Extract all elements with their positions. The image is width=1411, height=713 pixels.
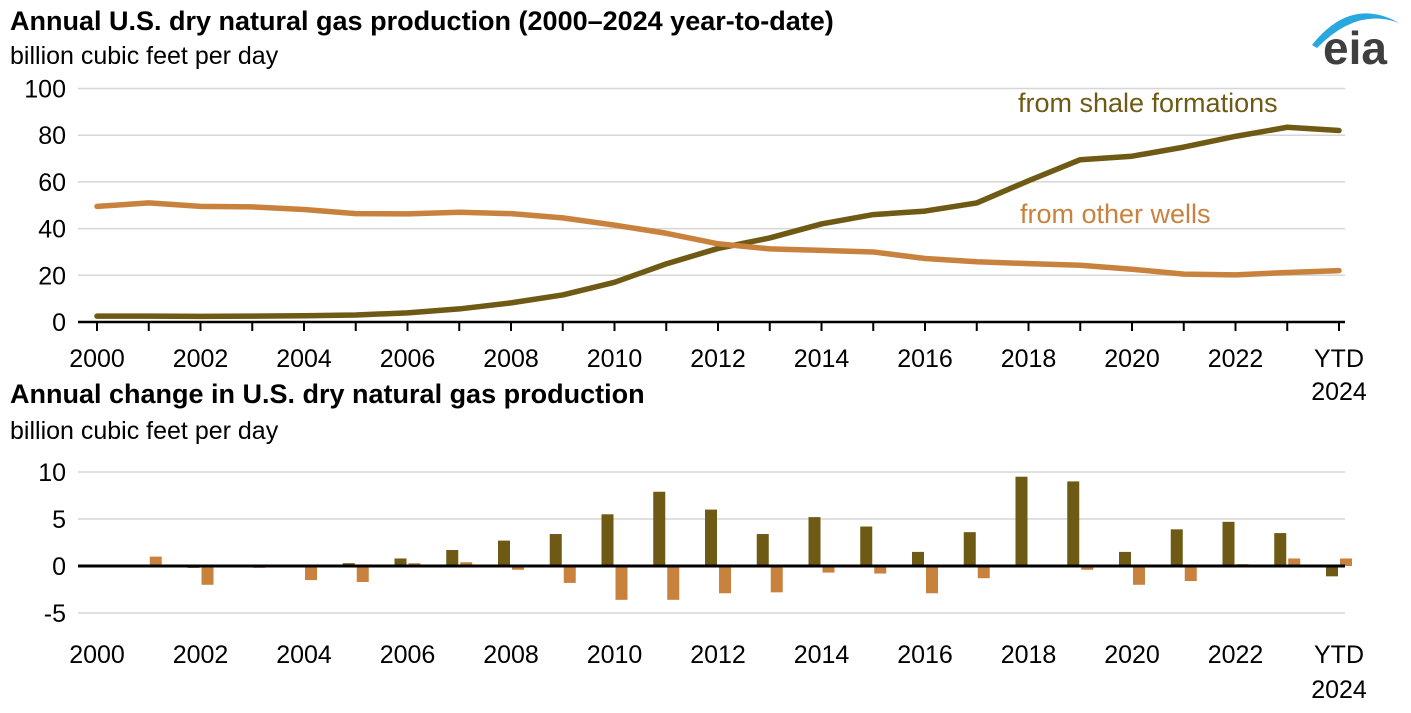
svg-text:2022: 2022	[1208, 345, 1264, 373]
svg-text:2004: 2004	[276, 641, 332, 669]
svg-text:0: 0	[52, 553, 66, 581]
change-chart-title: Annual change in U.S. dry natural gas pr…	[10, 379, 645, 409]
svg-text:100: 100	[24, 76, 66, 104]
svg-text:60: 60	[38, 169, 66, 197]
legend-label-other-wells: from other wells	[1020, 199, 1211, 229]
svg-text:2000: 2000	[69, 641, 125, 669]
svg-text:2024: 2024	[1311, 378, 1367, 406]
eia-logo-text: eia	[1323, 22, 1387, 70]
svg-text:2010: 2010	[587, 641, 643, 669]
svg-text:2014: 2014	[794, 345, 850, 373]
change-chart-unit-label: billion cubic feet per day	[10, 417, 279, 445]
svg-text:-5: -5	[44, 600, 66, 628]
svg-text:2008: 2008	[483, 641, 539, 669]
svg-text:10: 10	[38, 459, 66, 487]
svg-text:2006: 2006	[380, 345, 436, 373]
eia-logo: eia	[1312, 13, 1399, 70]
svg-text:2020: 2020	[1104, 345, 1160, 373]
svg-text:2020: 2020	[1104, 641, 1160, 669]
svg-text:2000: 2000	[69, 345, 125, 373]
svg-text:2002: 2002	[173, 641, 229, 669]
production-chart-title: Annual U.S. dry natural gas production (…	[10, 6, 834, 36]
svg-text:2006: 2006	[380, 641, 436, 669]
svg-text:2012: 2012	[690, 345, 746, 373]
svg-text:2016: 2016	[897, 345, 953, 373]
svg-text:2018: 2018	[1001, 345, 1057, 373]
svg-text:2018: 2018	[1001, 641, 1057, 669]
legend-label-shale-formations: from shale formations	[1018, 88, 1278, 118]
svg-text:20: 20	[38, 262, 66, 290]
svg-text:0: 0	[52, 309, 66, 337]
svg-text:YTD: YTD	[1314, 345, 1364, 373]
svg-text:2024: 2024	[1311, 676, 1367, 704]
svg-text:2014: 2014	[794, 641, 850, 669]
svg-text:2016: 2016	[897, 641, 953, 669]
svg-text:2002: 2002	[173, 345, 229, 373]
production-chart-unit-label: billion cubic feet per day	[10, 42, 279, 70]
svg-text:2022: 2022	[1208, 641, 1264, 669]
svg-text:2004: 2004	[276, 345, 332, 373]
svg-text:5: 5	[52, 506, 66, 534]
eia-logo-swoosh-icon	[1312, 13, 1399, 48]
svg-text:40: 40	[38, 216, 66, 244]
svg-text:2010: 2010	[587, 345, 643, 373]
svg-text:2012: 2012	[690, 641, 746, 669]
svg-text:YTD: YTD	[1314, 641, 1364, 669]
svg-text:2008: 2008	[483, 345, 539, 373]
svg-text:80: 80	[38, 122, 66, 150]
